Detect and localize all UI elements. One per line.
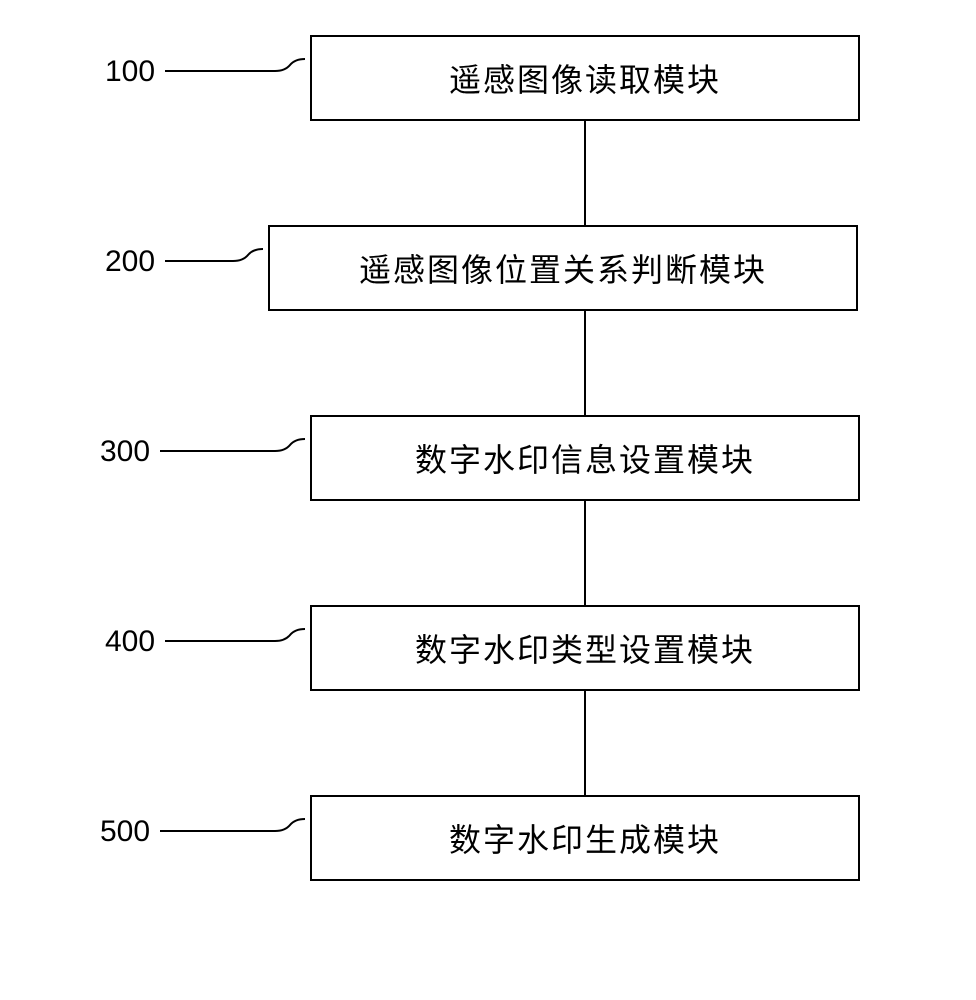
leader-line-n5 bbox=[100, 795, 315, 870]
flowchart-node-n2: 遥感图像位置关系判断模块 bbox=[268, 225, 858, 311]
connector-n4-n5 bbox=[584, 680, 587, 795]
flowchart-node-n5: 数字水印生成模块 bbox=[310, 795, 860, 881]
flowchart-diagram: 100遥感图像读取模块 200遥感图像位置关系判断模块 300数字水印信息设置模块 4… bbox=[100, 35, 860, 870]
connector-n1-n2 bbox=[584, 110, 587, 225]
leader-line-n2 bbox=[100, 225, 273, 300]
flowchart-node-n1: 遥感图像读取模块 bbox=[310, 35, 860, 121]
leader-line-n1 bbox=[100, 35, 315, 110]
flowchart-node-n4: 数字水印类型设置模块 bbox=[310, 605, 860, 691]
leader-line-n3 bbox=[100, 415, 315, 490]
connector-n3-n4 bbox=[584, 490, 587, 605]
flowchart-row-n4: 400数字水印类型设置模块 bbox=[100, 605, 860, 680]
flowchart-row-n5: 500数字水印生成模块 bbox=[100, 795, 860, 870]
flowchart-row-n2: 200遥感图像位置关系判断模块 bbox=[100, 225, 860, 300]
flowchart-row-n3: 300数字水印信息设置模块 bbox=[100, 415, 860, 490]
flowchart-row-n1: 100遥感图像读取模块 bbox=[100, 35, 860, 110]
connector-n2-n3 bbox=[584, 300, 587, 415]
flowchart-node-n3: 数字水印信息设置模块 bbox=[310, 415, 860, 501]
leader-line-n4 bbox=[100, 605, 315, 680]
